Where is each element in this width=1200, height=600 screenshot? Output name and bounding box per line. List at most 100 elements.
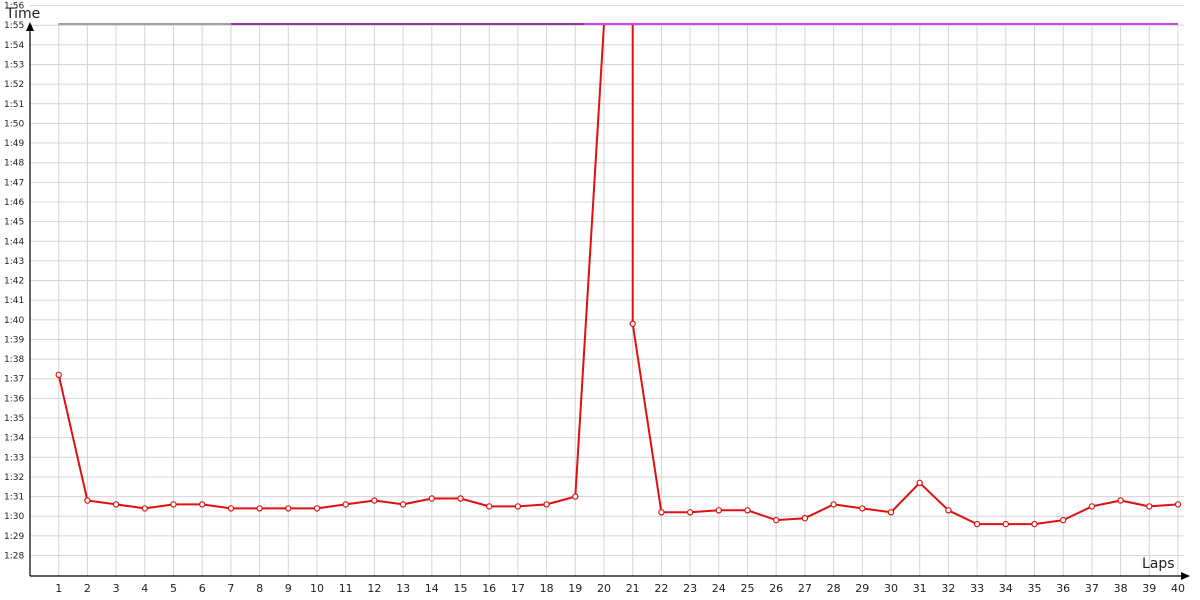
data-point bbox=[198, 501, 206, 508]
y-tick-label: 1:31 bbox=[4, 493, 24, 503]
data-point bbox=[514, 503, 522, 510]
data-point bbox=[256, 505, 263, 512]
data-point bbox=[859, 505, 866, 512]
y-tick-label: 1:43 bbox=[4, 257, 24, 267]
x-tick-label: 32 bbox=[941, 582, 955, 595]
data-point bbox=[916, 479, 923, 486]
x-tick-label: 20 bbox=[597, 582, 611, 595]
x-tick-label: 38 bbox=[1114, 582, 1128, 595]
data-point bbox=[629, 320, 636, 327]
data-point bbox=[887, 509, 895, 516]
data-point bbox=[830, 501, 837, 508]
data-point bbox=[686, 509, 694, 516]
data-point bbox=[112, 501, 120, 508]
y-tick-label: 1:42 bbox=[4, 277, 24, 287]
data-point bbox=[428, 495, 435, 502]
tick-labels: 1 2 3 4 5 6 7 8 9 10 11 12 13 14 15 16 17 18 19 20 21 22 23 24 2… bbox=[4, 2, 1185, 595]
data-point bbox=[1088, 503, 1096, 510]
x-axis-arrow bbox=[1181, 572, 1190, 580]
x-tick-label: 30 bbox=[884, 582, 898, 595]
data-point bbox=[486, 503, 493, 510]
x-tick-label: 31 bbox=[913, 582, 927, 595]
y-axis-arrow bbox=[26, 22, 34, 31]
data-point bbox=[658, 509, 665, 516]
data-point bbox=[371, 497, 378, 504]
y-axis-title: Time bbox=[5, 6, 40, 22]
data-point bbox=[313, 505, 321, 512]
y-tick-label: 1:55 bbox=[4, 21, 24, 31]
y-tick-label: 1:41 bbox=[4, 296, 24, 306]
data-point bbox=[973, 520, 981, 528]
data-point bbox=[801, 515, 809, 522]
x-tick-label: 19 bbox=[568, 582, 582, 595]
data-point bbox=[773, 516, 780, 524]
data-point bbox=[1031, 520, 1038, 528]
y-tick-label: 1:38 bbox=[4, 355, 24, 365]
x-tick-label: 18 bbox=[540, 582, 554, 595]
x-tick-label: 24 bbox=[712, 582, 726, 595]
y-tick-label: 1:53 bbox=[4, 61, 24, 71]
data-point bbox=[1002, 520, 1010, 528]
y-tick-label: 1:56 bbox=[4, 2, 24, 12]
series bbox=[55, 23, 1182, 528]
data-point bbox=[1059, 516, 1067, 524]
x-tick-label: 10 bbox=[310, 582, 324, 595]
x-tick-label: 2 bbox=[84, 582, 91, 595]
x-tick-label: 9 bbox=[285, 582, 292, 595]
x-tick-label: 7 bbox=[227, 582, 234, 595]
y-tick-label: 1:35 bbox=[4, 414, 24, 424]
y-tick-label: 1:45 bbox=[4, 218, 24, 228]
y-tick-label: 1:49 bbox=[4, 139, 24, 149]
axes: Time Laps bbox=[5, 6, 1190, 580]
x-tick-label: 17 bbox=[511, 582, 525, 595]
x-tick-label: 23 bbox=[683, 582, 697, 595]
data-point bbox=[744, 507, 751, 514]
x-tick-label: 16 bbox=[482, 582, 496, 595]
x-tick-label: 12 bbox=[367, 582, 381, 595]
x-axis-title: Laps bbox=[1142, 556, 1175, 572]
y-tick-label: 1:29 bbox=[4, 532, 24, 542]
x-tick-label: 3 bbox=[113, 582, 120, 595]
y-tick-label: 1:40 bbox=[4, 316, 24, 326]
data-point bbox=[715, 507, 723, 514]
x-tick-label: 22 bbox=[654, 582, 668, 595]
series-line bbox=[57, 23, 1179, 526]
data-point bbox=[572, 493, 579, 500]
y-tick-label: 1:47 bbox=[4, 178, 24, 188]
x-tick-label: 39 bbox=[1142, 582, 1156, 595]
y-tick-label: 1:52 bbox=[4, 80, 24, 90]
data-point bbox=[170, 501, 177, 508]
x-tick-label: 28 bbox=[827, 582, 841, 595]
data-point bbox=[1146, 503, 1153, 510]
y-tick-label: 1:51 bbox=[4, 100, 24, 110]
data-point bbox=[285, 505, 292, 512]
data-point bbox=[1117, 497, 1124, 504]
x-tick-label: 6 bbox=[199, 582, 206, 595]
y-tick-label: 1:33 bbox=[4, 453, 24, 463]
x-tick-label: 4 bbox=[141, 582, 148, 595]
data-point bbox=[399, 501, 407, 508]
data-point bbox=[945, 507, 952, 514]
y-tick-label: 1:36 bbox=[4, 394, 24, 404]
x-tick-label: 21 bbox=[626, 582, 640, 595]
grid bbox=[30, 5, 1184, 576]
y-tick-label: 1:44 bbox=[4, 237, 24, 247]
y-tick-label: 1:50 bbox=[4, 119, 24, 129]
x-tick-label: 40 bbox=[1171, 582, 1185, 595]
y-tick-label: 1:54 bbox=[4, 41, 24, 51]
data-point bbox=[1174, 501, 1182, 508]
data-point bbox=[543, 501, 550, 508]
x-tick-label: 36 bbox=[1056, 582, 1070, 595]
x-tick-label: 5 bbox=[170, 582, 177, 595]
x-tick-label: 25 bbox=[741, 582, 755, 595]
data-point bbox=[457, 495, 464, 502]
x-tick-label: 34 bbox=[999, 582, 1013, 595]
series-1 bbox=[55, 23, 1182, 528]
data-point bbox=[55, 371, 62, 378]
x-tick-label: 27 bbox=[798, 582, 812, 595]
y-tick-label: 1:39 bbox=[4, 335, 24, 345]
x-tick-label: 1 bbox=[55, 582, 62, 595]
y-tick-label: 1:32 bbox=[4, 473, 24, 483]
y-tick-label: 1:48 bbox=[4, 159, 24, 169]
